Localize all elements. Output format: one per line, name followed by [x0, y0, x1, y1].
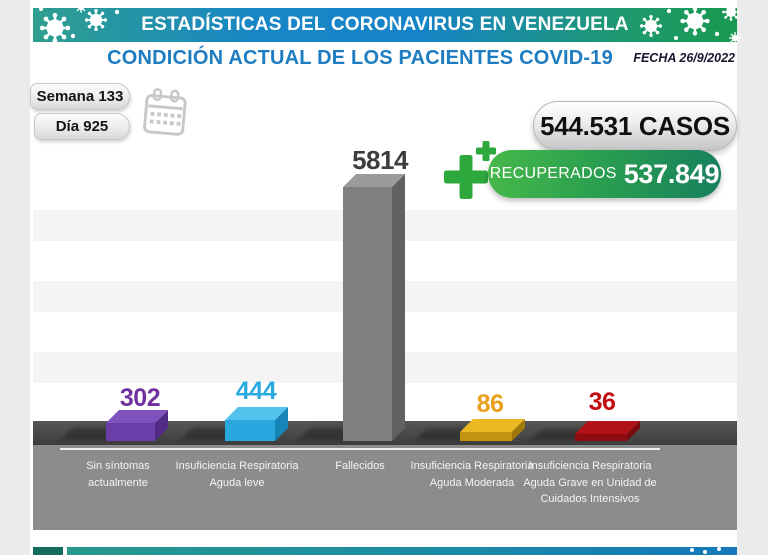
chart-title: CONDICIÓN ACTUAL DE LOS PACIENTES COVID-… — [107, 47, 613, 69]
week-badge: Semana 133 — [30, 83, 130, 110]
value-label-5814: 5814 — [352, 145, 408, 175]
category-label: Insuficiencia Respiratoria Aguda Moderad… — [410, 460, 534, 489]
recovered-value: 537.849 — [623, 158, 720, 189]
value-label-444: 444 — [235, 377, 277, 405]
category-label: Fallecidos — [335, 460, 385, 472]
virus-icon — [690, 548, 694, 552]
header-banner: ESTADÍSTICAS DEL CORONAVIRUS EN VENEZUEL… — [33, 0, 742, 45]
footer-banner — [67, 547, 737, 555]
category-label-panel — [33, 445, 737, 530]
calendar-icon — [143, 88, 187, 136]
footer-accent-square — [33, 547, 63, 555]
infographic-card: ESTADÍSTICAS DEL CORONAVIRUS EN VENEZUEL… — [30, 0, 742, 555]
recovered-label: RECUPERADOS — [489, 165, 617, 182]
virus-icon — [703, 550, 707, 554]
axis-line — [60, 448, 660, 450]
value-label-302: 302 — [119, 384, 161, 412]
category-label: Insuficiencia Respiratoria Aguda Grave e… — [523, 460, 657, 505]
date-label: FECHA 26/9/2022 — [633, 51, 735, 65]
recovered-badge: RECUPERADOS 537.849 — [488, 150, 721, 198]
total-cases-badge: 544.531 CASOS — [533, 101, 737, 151]
value-label-86: 86 — [476, 390, 504, 418]
category-label: Sin síntomas actualmente — [86, 460, 150, 489]
day-badge: Día 925 — [34, 113, 130, 140]
category-label: Insuficiencia Respiratoria Aguda leve — [175, 460, 299, 489]
medical-cross-icon — [444, 141, 496, 199]
virus-icon — [717, 547, 721, 551]
page-title: ESTADÍSTICAS DEL CORONAVIRUS EN VENEZUEL… — [141, 14, 629, 35]
value-label-36: 36 — [588, 388, 616, 416]
